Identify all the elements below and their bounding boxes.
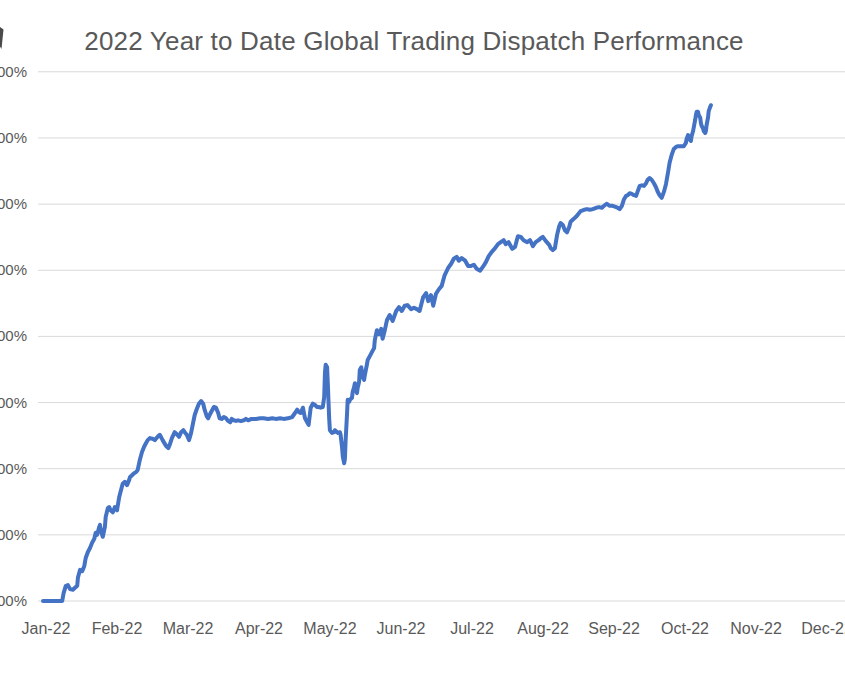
y-axis-tick-label: 00% (0, 526, 27, 543)
performance-series-line (43, 105, 711, 601)
y-axis-tick-label: 00% (0, 129, 27, 146)
x-axis-tick-label: Apr-22 (235, 620, 283, 637)
x-axis-tick-label: Sep-22 (588, 620, 640, 637)
line-chart-plot-area: 00% 00% 00% 00% 00% 00% 00% 00% 00% Jan-22 Feb-22 M… (0, 0, 845, 684)
y-axis-tick-label: 00% (0, 261, 27, 278)
x-axis-tick-label: Nov-22 (730, 620, 782, 637)
left-edge-crop-artifact (0, 27, 4, 49)
y-axis-tick-label: 00% (0, 327, 27, 344)
y-axis-tick-label: 00% (0, 195, 27, 212)
chart-canvas: 2022 Year to Date Global Trading Dispatc… (0, 0, 845, 684)
x-axis-tick-label: Jul-22 (450, 620, 494, 637)
y-axis-tick-label: 00% (0, 394, 27, 411)
x-axis-tick-label: Mar-22 (163, 620, 214, 637)
x-axis-tick-label: Jan-22 (22, 620, 71, 637)
x-axis-tick-label: Dec-22 (801, 620, 845, 637)
x-axis-tick-label: Aug-22 (517, 620, 569, 637)
x-axis-tick-label: Jun-22 (377, 620, 426, 637)
x-axis-tick-label: Oct-22 (661, 620, 709, 637)
x-axis-tick-label: May-22 (303, 620, 356, 637)
y-axis-tick-label: 00% (0, 460, 27, 477)
x-axis-tick-label: Feb-22 (92, 620, 143, 637)
y-axis-tick-label: 00% (0, 63, 27, 80)
y-axis-tick-label: 00% (0, 592, 27, 609)
